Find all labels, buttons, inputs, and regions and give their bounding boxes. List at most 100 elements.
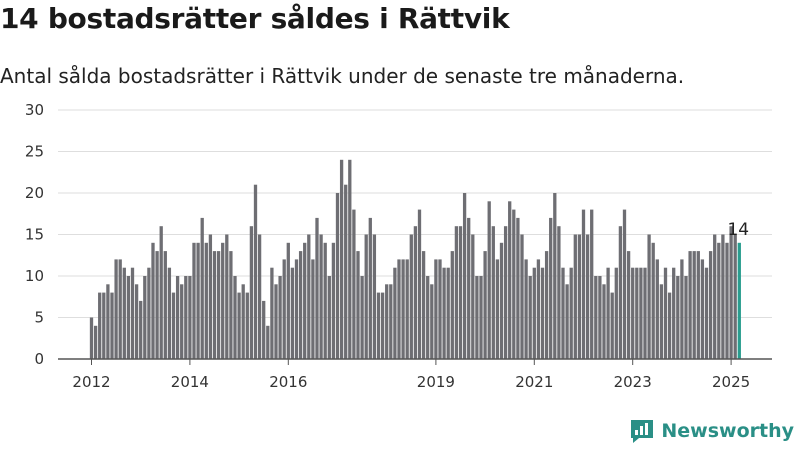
bar — [221, 242, 225, 359]
bar — [360, 276, 364, 359]
bar — [430, 284, 434, 359]
bar — [499, 242, 504, 359]
bar — [684, 276, 688, 359]
bar — [631, 267, 635, 359]
bar-latest — [737, 242, 741, 359]
bar — [167, 267, 172, 359]
bar — [508, 201, 512, 359]
bar — [503, 226, 508, 359]
bar — [569, 267, 573, 359]
bar — [298, 251, 303, 359]
bar — [286, 242, 290, 359]
bar — [368, 217, 372, 359]
chart-title: 14 bostadsrätter såldes i Rättvik — [0, 2, 510, 35]
bar — [397, 259, 401, 359]
bar — [467, 217, 471, 359]
newsworthy-brand: Newsworthy — [629, 418, 794, 444]
bar — [438, 259, 442, 359]
bar — [385, 284, 389, 359]
bar — [118, 259, 122, 359]
y-tick-label: 0 — [34, 350, 44, 368]
bar — [389, 284, 393, 359]
bar — [536, 259, 541, 359]
bar — [401, 259, 405, 359]
newsworthy-brand-name: Newsworthy — [661, 420, 794, 442]
chart-subtitle: Antal sålda bostadsrätter i Rättvik unde… — [0, 64, 685, 88]
bar — [733, 234, 737, 359]
bar — [98, 292, 102, 359]
bar — [159, 226, 163, 359]
annotations: 14 — [727, 220, 749, 240]
bar — [122, 267, 126, 359]
bar — [200, 217, 204, 359]
bar — [446, 267, 450, 359]
bar — [245, 292, 249, 359]
bar — [565, 284, 569, 359]
bar — [114, 259, 118, 359]
bar — [487, 201, 491, 359]
bar — [655, 259, 659, 359]
x-tick-label: 2023 — [614, 373, 652, 391]
bar — [663, 267, 668, 359]
bar — [434, 259, 438, 359]
bar — [680, 259, 684, 359]
bar — [557, 226, 561, 359]
bar — [225, 234, 229, 359]
bar — [212, 251, 217, 359]
bar — [606, 267, 610, 359]
bar — [196, 242, 200, 359]
y-axis-ticks: 0 5 10 15 20 25 30 — [25, 101, 44, 368]
y-tick-label: 25 — [25, 143, 44, 161]
bar — [376, 292, 381, 359]
bar — [356, 251, 360, 359]
bar — [364, 234, 368, 359]
bar — [409, 234, 413, 359]
x-tick-label: 2012 — [72, 373, 110, 391]
bar — [471, 234, 475, 359]
bar — [483, 251, 487, 359]
bar — [143, 276, 147, 359]
bar — [335, 193, 340, 359]
bar — [331, 242, 336, 359]
bar — [528, 276, 532, 359]
bar — [704, 267, 709, 359]
bar — [282, 259, 286, 359]
bar — [134, 284, 139, 359]
bar — [676, 276, 680, 359]
bar — [339, 159, 344, 359]
bar — [241, 284, 245, 359]
x-tick-label: 2014 — [171, 373, 209, 391]
bar-series — [89, 159, 741, 359]
bar — [672, 267, 676, 359]
bar — [155, 251, 159, 359]
bar — [257, 234, 262, 359]
bar — [643, 267, 647, 359]
bar — [130, 267, 135, 359]
bar — [93, 325, 98, 359]
bar — [352, 209, 356, 359]
x-axis: 2012 2014 2016 2019 2021 2023 2025 — [58, 358, 772, 391]
bar — [725, 242, 729, 359]
bar — [512, 209, 516, 359]
y-tick-label: 30 — [25, 101, 44, 119]
bar — [475, 276, 479, 359]
bar — [577, 234, 582, 359]
bar — [553, 193, 557, 359]
bar — [729, 226, 733, 359]
bar — [344, 184, 348, 359]
x-tick-label: 2021 — [515, 373, 553, 391]
bar — [708, 251, 713, 359]
bar — [405, 259, 409, 359]
bar — [147, 267, 151, 359]
bar — [573, 234, 577, 359]
bar — [139, 300, 143, 359]
bar — [561, 267, 565, 359]
bar — [303, 242, 307, 359]
bar — [602, 284, 606, 359]
bar — [700, 259, 705, 359]
bar — [479, 276, 483, 359]
bar — [151, 242, 155, 359]
bar — [647, 234, 651, 359]
bar — [372, 234, 377, 359]
